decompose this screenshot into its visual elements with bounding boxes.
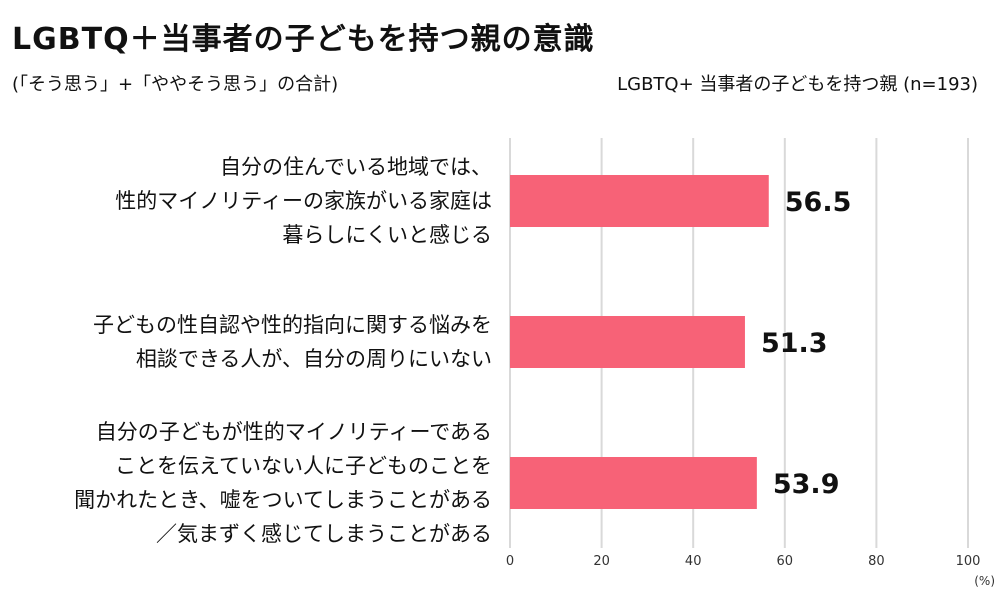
- category-label-2-line-1: 子どもの性自認や性的指向に関する悩みを: [93, 313, 492, 337]
- category-label-3-line-1: 自分の子どもが性的マイノリティーである: [96, 420, 492, 444]
- category-label-1-line-2: 性的マイノリティーの家族がいる家庭は: [115, 189, 492, 213]
- category-label-1-line-3: 暮らしにくいと感じる: [282, 223, 492, 247]
- category-label-3-line-3: 聞かれたとき、嘘をついてしまうことがある: [74, 488, 492, 512]
- bar-3: [510, 457, 757, 509]
- value-label-3: 53.9: [773, 469, 840, 500]
- bar-2: [510, 316, 745, 368]
- x-tick-label-20: 20: [593, 554, 610, 569]
- bar-1: [510, 175, 769, 227]
- x-tick-label-80: 80: [868, 554, 885, 569]
- sample-note: LGBTQ+ 当事者の子どもを持つ親 (n=193): [617, 74, 978, 95]
- value-label-2: 51.3: [761, 328, 828, 359]
- value-label-1: 56.5: [785, 187, 852, 218]
- category-label-3-line-4: ／気まずく感じてしまうことがある: [156, 522, 492, 546]
- category-label-2-line-2: 相談できる人が、自分の周りにいない: [136, 347, 492, 371]
- x-tick-label-100: 100: [956, 554, 981, 569]
- x-tick-label-0: 0: [506, 554, 514, 569]
- x-tick-label-60: 60: [777, 554, 794, 569]
- chart-subtitle: (「そう思う」+「ややそう思う」の合計): [12, 74, 339, 95]
- category-label-3-line-2: ことを伝えていない人に子どものことを: [115, 454, 492, 478]
- chart-title: LGBTQ＋当事者の子どもを持つ親の意識: [12, 22, 595, 57]
- x-unit-label: (%): [974, 574, 995, 588]
- x-tick-label-40: 40: [685, 554, 702, 569]
- category-label-1-line-1: 自分の住んでいる地域では、: [220, 155, 492, 179]
